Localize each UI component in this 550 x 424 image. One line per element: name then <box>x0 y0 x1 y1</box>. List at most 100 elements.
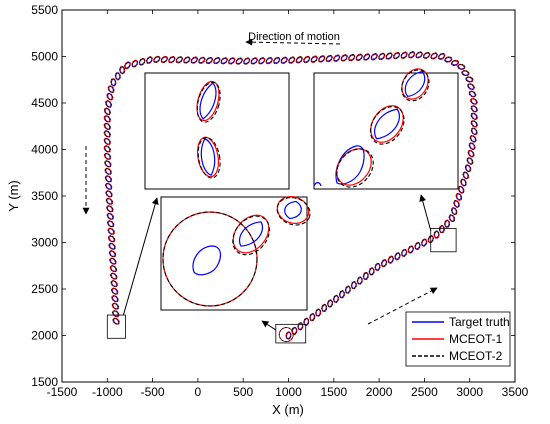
extent-mceot-2 <box>408 51 416 59</box>
extent-mceot-2 <box>112 310 120 318</box>
extent-marker <box>111 302 120 310</box>
extent-marker <box>464 164 472 173</box>
extent-marker <box>103 152 112 160</box>
extent-mceot-2 <box>348 54 356 62</box>
extent-mceot-2 <box>309 313 316 322</box>
extent-mceot-2 <box>400 51 408 59</box>
extent-mceot-2 <box>465 76 474 83</box>
extent-marker <box>110 78 117 87</box>
inset-mceot-1 <box>336 148 372 186</box>
inset-turn-extent-lower <box>196 136 221 179</box>
inset-target-truth <box>284 200 302 220</box>
extent-mceot-2 <box>385 52 393 60</box>
x-tick-label: -1500 <box>47 385 78 399</box>
extent-mceot-2 <box>356 276 363 285</box>
extent-marker <box>198 56 206 64</box>
zoom-box <box>275 323 307 344</box>
x-axis-label: X (m) <box>272 402 304 417</box>
extent-marker <box>362 271 369 281</box>
x-tick-label: 3000 <box>456 385 483 399</box>
extent-marker <box>280 56 288 64</box>
x-tick-label: -1000 <box>92 385 123 399</box>
zoom-box-layer <box>106 228 457 344</box>
extent-marker <box>295 56 303 64</box>
extent-marker <box>327 299 334 308</box>
extent-marker <box>168 56 176 64</box>
inset-target-truth <box>404 70 426 98</box>
extent-marker <box>112 317 120 325</box>
extent-mceot-2 <box>430 52 438 60</box>
y-tick-label: 4500 <box>31 96 58 110</box>
y-tick-label: 1500 <box>31 375 58 389</box>
x-tick-label: 1500 <box>320 385 347 399</box>
extent-marker <box>107 227 115 235</box>
legend-label-mceot-1: MCEOT-1 <box>449 332 503 346</box>
extent-marker <box>470 112 478 120</box>
extent-marker <box>105 182 113 190</box>
extent-mceot-2 <box>250 57 258 65</box>
extent-marker <box>103 122 111 130</box>
extent-marker <box>470 127 478 136</box>
inset-target-truth <box>200 138 216 176</box>
extent-mceot-2 <box>111 295 119 303</box>
extent-mceot-2 <box>321 303 328 313</box>
zoom-box <box>430 228 457 253</box>
inset-right-segment <box>313 72 459 190</box>
zoom-box <box>106 314 126 339</box>
extent-mceot-2 <box>104 107 111 116</box>
inset-right-extent-2 <box>369 105 405 145</box>
extent-marker <box>108 250 117 258</box>
extent-marker <box>400 51 408 59</box>
extent-marker <box>243 57 251 65</box>
legend-label-target-truth: Target truth <box>449 315 510 329</box>
inset-mceot-2 <box>162 211 258 307</box>
extent-marker <box>355 53 363 61</box>
extent-marker <box>250 57 258 65</box>
extent-marker <box>106 212 114 220</box>
inset-target-truth <box>374 108 400 140</box>
y-tick-label: 2000 <box>31 329 58 343</box>
inset-mceot-2 <box>336 148 374 188</box>
extent-marker <box>303 55 311 64</box>
extent-marker <box>107 85 115 93</box>
extent-marker <box>350 281 357 290</box>
extent-marker <box>258 57 266 65</box>
extent-marker <box>321 303 328 313</box>
inset-target-truth-partial <box>313 182 322 187</box>
extent-marker <box>183 56 191 64</box>
extent-marker <box>465 76 474 83</box>
extent-marker <box>401 248 408 257</box>
extent-mceot-2 <box>111 302 119 310</box>
extent-marker <box>107 220 115 228</box>
extent-marker <box>451 207 458 215</box>
extent-marker <box>103 115 111 123</box>
extent-mceot-2 <box>310 55 318 63</box>
extent-mceot-2 <box>362 271 369 281</box>
extent-mceot-2 <box>303 55 311 64</box>
extent-marker <box>124 61 131 70</box>
inset-mceot-1 <box>196 80 220 122</box>
extent-marker <box>111 287 119 295</box>
extent-marker <box>344 285 351 294</box>
extent-mceot-2 <box>470 127 478 135</box>
extent-mceot-2 <box>461 70 470 77</box>
extent-mceot-2 <box>438 52 446 60</box>
extent-marker <box>104 160 112 168</box>
extent-marker <box>444 56 453 63</box>
extent-mceot-2 <box>333 54 341 62</box>
extent-mceot-2 <box>112 317 120 325</box>
extent-mceot-2 <box>378 52 386 60</box>
extent-marker <box>407 245 414 254</box>
extent-mceot-2 <box>370 53 378 61</box>
inset-target-truth <box>192 245 222 276</box>
extent-mceot-2 <box>345 285 351 294</box>
extent-marker <box>393 51 401 60</box>
extent-marker <box>104 175 113 183</box>
extent-mceot-2 <box>303 317 310 326</box>
extent-marker <box>363 53 371 61</box>
x-tick-label: 500 <box>233 385 253 399</box>
extent-marker <box>414 241 421 251</box>
extent-marker <box>105 100 112 108</box>
extent-marker <box>467 149 475 158</box>
inset-start-extent-2 <box>232 214 270 256</box>
